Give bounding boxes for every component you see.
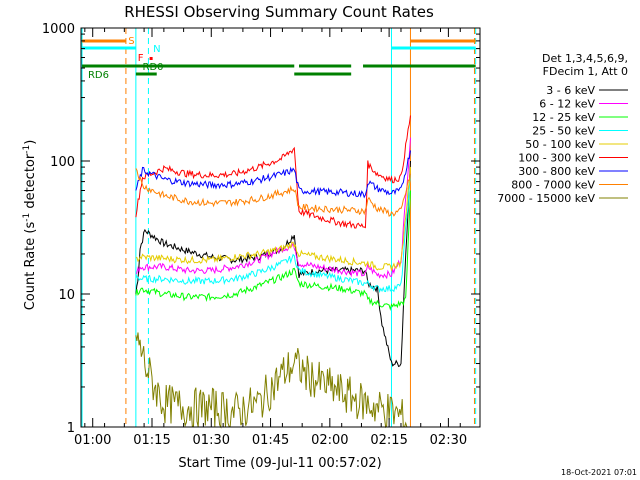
legend-entry-label: 100 - 300 keV [518,152,595,165]
event-vertical-lines [81,28,477,427]
legend-entry-label: 50 - 100 keV [525,138,595,151]
plot-frame [80,27,481,428]
legend: Det 1,3,4,5,6,9,FDecim 1, Att 0 3 - 6 keV… [497,52,628,205]
legend-entry-label: 25 - 50 keV [532,125,595,138]
y-label-text: ) [23,140,38,145]
x-tick-label: 01:00 [74,433,111,448]
y-label-text: detector [23,153,38,213]
state-label: RD6 [88,70,109,81]
y-label-exponent: -1 [22,213,32,222]
x-axis-label: Start Time (09-Jul-11 00:57:02) [178,456,381,471]
series-lines [135,115,411,429]
chart-title: RHESSI Observing Summary Count Rates [124,3,434,21]
legend-header: Det 1,3,4,5,6,9, [542,52,628,65]
x-tick-label: 01:30 [193,433,230,448]
flare-marker [149,57,153,60]
x-tick-label: 01:15 [133,433,170,448]
legend-entry-label: 6 - 12 keV [539,98,595,111]
legend-entry-label: 3 - 6 keV [546,84,595,97]
series-line [135,167,411,272]
series-line [135,190,411,311]
x-tick-label: 02:30 [430,433,467,448]
series-line [135,173,411,294]
state-label: RD0 [143,62,164,73]
legend-entry-label: 800 - 7000 keV [511,179,595,192]
series-line [135,150,411,199]
x-tick-label: 02:15 [370,433,407,448]
y-tick-label: 10 [58,288,75,303]
y-axis-label: Count Rate (s-1 detector-1) [22,140,38,311]
series-line [135,137,411,280]
x-tick-label: 02:00 [311,433,348,448]
y-tick-label: 1 [67,421,75,436]
series-line [135,168,411,217]
y-label-text: Count Rate (s [23,222,38,311]
series-line [135,115,411,229]
state-label: S [128,36,134,47]
y-tick-label: 100 [50,155,75,170]
y-tick-label: 1000 [42,22,75,37]
state-label: F [138,53,144,64]
state-label: N [153,44,160,55]
series-line [135,332,409,429]
footer-timestamp: 18-Oct-2021 07:01 [561,468,637,477]
axes: 1 10 100 1000 01:00 01:15 01:30 01:45 02:00 02:15… [42,22,481,448]
legend-entry-label: 300 - 800 keV [518,165,595,178]
series-line [135,160,411,368]
y-label-exponent: -1 [22,145,32,154]
legend-entry-label: 12 - 25 keV [532,111,595,124]
legend-header: FDecim 1, Att 0 [543,65,628,78]
legend-entry-label: 7000 - 15000 keV [497,192,595,205]
x-tick-label: 01:45 [252,433,289,448]
